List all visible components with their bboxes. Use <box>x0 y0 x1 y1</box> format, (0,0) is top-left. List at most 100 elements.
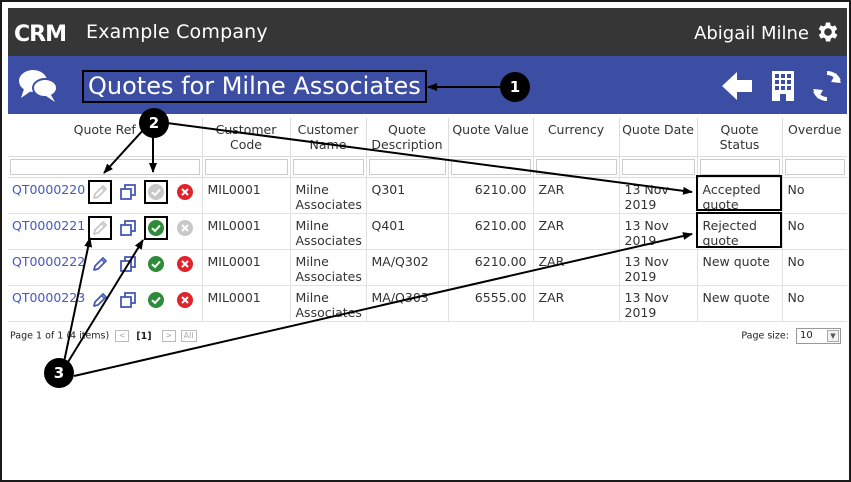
filter-input[interactable] <box>699 158 780 175</box>
gear-icon[interactable] <box>815 19 841 45</box>
filter-input[interactable] <box>204 158 288 175</box>
cell-name: Milne Associates <box>289 285 366 322</box>
top-bar: CRM Example Company Abigail Milne <box>8 8 847 56</box>
column-header[interactable]: Quote Value <box>447 118 533 156</box>
cell-currency: ZAR <box>532 249 619 286</box>
quote-ref-link[interactable]: QT0000220 <box>12 181 86 197</box>
cell-date: 13 Nov 2019 <box>618 285 697 322</box>
quote-ref-cell: QT0000221 <box>8 213 202 250</box>
prev-page-button[interactable]: < <box>115 330 130 342</box>
status-highlight-box <box>696 175 782 211</box>
table-row: QT0000223 MIL0001 Milne Associates MA/Q303 6… <box>8 285 847 322</box>
column-header[interactable]: Customer Name <box>289 118 366 156</box>
reject-x-icon[interactable] <box>173 252 197 276</box>
filter-cell <box>447 155 533 178</box>
cell-code: MIL0001 <box>201 285 290 322</box>
filter-cell <box>696 155 782 178</box>
filter-input[interactable] <box>784 158 845 175</box>
cell-code: MIL0001 <box>201 249 290 286</box>
cell-name: Milne Associates <box>289 249 366 286</box>
page-size: Page size: 10 ▼ <box>741 328 841 344</box>
svg-text:CRM: CRM <box>14 22 66 44</box>
cell-overdue: No <box>781 213 847 250</box>
title-bar: Quotes for Milne Associates <box>8 56 847 114</box>
filter-cell <box>289 155 366 178</box>
pager: Page 1 of 1 (4 items) < [1] > All <box>10 330 197 342</box>
cell-name: Milne Associates <box>289 213 366 250</box>
cell-overdue: No <box>781 249 847 286</box>
next-page-button[interactable]: > <box>161 330 176 342</box>
cell-status: Accepted quote <box>696 177 782 214</box>
column-header[interactable]: Quote Ref <box>73 122 136 137</box>
filter-row <box>8 155 847 178</box>
quote-ref-cell: QT0000222 <box>8 249 202 286</box>
column-header[interactable]: Overdue <box>781 118 847 156</box>
column-header[interactable]: Quote Status <box>696 118 782 156</box>
cell-value: 6210.00 <box>447 249 533 286</box>
approve-check-icon <box>144 179 168 204</box>
all-pages-button[interactable]: All <box>180 330 197 342</box>
copy-icon[interactable] <box>116 252 140 276</box>
column-header[interactable]: Quote Date <box>618 118 697 156</box>
user-name[interactable]: Abigail Milne <box>694 23 809 44</box>
edit-pencil-icon <box>88 179 112 204</box>
filter-input[interactable] <box>535 158 617 175</box>
filter-input[interactable] <box>621 158 695 175</box>
cell-value: 6210.00 <box>447 177 533 214</box>
row-actions <box>88 288 200 314</box>
cell-status: New quote <box>696 249 782 286</box>
edit-pencil-icon <box>88 215 112 240</box>
page-title: Quotes for Milne Associates <box>82 70 427 103</box>
cell-desc: MA/Q302 <box>365 249 448 286</box>
cell-code: MIL0001 <box>201 213 290 250</box>
reject-x-icon <box>173 216 197 240</box>
filter-input[interactable] <box>368 158 446 175</box>
page-size-label: Page size: <box>741 330 789 342</box>
back-arrow-icon[interactable] <box>720 69 754 103</box>
reject-x-icon[interactable] <box>173 180 197 204</box>
quote-ref-cell: QT0000220 <box>8 177 202 214</box>
approve-check-icon[interactable] <box>144 288 168 312</box>
crm-logo: CRM <box>14 22 67 44</box>
building-icon[interactable] <box>766 69 800 103</box>
filter-input[interactable] <box>292 158 364 175</box>
table-header-row: Quote Ref Customer Code Customer Name Qu… <box>8 118 847 156</box>
row-actions <box>88 252 200 278</box>
cell-date: 13 Nov 2019 <box>618 249 697 286</box>
approve-check-icon[interactable] <box>144 215 168 240</box>
copy-icon[interactable] <box>116 180 140 204</box>
quote-ref-link[interactable]: QT0000223 <box>12 289 86 305</box>
filter-input[interactable] <box>450 158 531 175</box>
table-row: QT0000222 MIL0001 Milne Associates MA/Q302 6… <box>8 249 847 286</box>
filter-cell <box>781 155 847 178</box>
reject-x-icon[interactable] <box>173 288 197 312</box>
cell-status: Rejected quote <box>696 213 782 250</box>
callout-badge: 2 <box>139 108 169 138</box>
column-header[interactable]: Quote Description <box>365 118 448 156</box>
copy-icon[interactable] <box>116 288 140 312</box>
cell-name: Milne Associates <box>289 177 366 214</box>
edit-pencil-icon[interactable] <box>88 288 112 312</box>
filter-cell <box>618 155 697 178</box>
chat-bubbles-icon[interactable] <box>18 67 58 103</box>
quote-ref-cell: QT0000223 <box>8 285 202 322</box>
cell-currency: ZAR <box>532 213 619 250</box>
refresh-icon[interactable] <box>810 69 844 103</box>
filter-cell <box>532 155 619 178</box>
quote-ref-link[interactable]: QT0000222 <box>12 253 86 269</box>
cell-currency: ZAR <box>532 177 619 214</box>
column-header[interactable]: Customer Code <box>201 118 290 156</box>
chevron-down-icon[interactable]: ▼ <box>827 330 839 342</box>
approve-check-icon[interactable] <box>144 252 168 276</box>
edit-pencil-icon[interactable] <box>88 252 112 276</box>
filter-input[interactable] <box>10 158 200 175</box>
page-size-select[interactable]: 10 ▼ <box>796 328 841 344</box>
cell-value: 6555.00 <box>447 285 533 322</box>
row-actions <box>88 215 200 242</box>
filter-cell <box>365 155 448 178</box>
cell-date: 13 Nov 2019 <box>618 177 697 214</box>
page-size-value: 10 <box>800 330 813 341</box>
quote-ref-link[interactable]: QT0000221 <box>12 217 86 233</box>
copy-icon[interactable] <box>116 216 140 240</box>
column-header[interactable]: Currency <box>532 118 619 156</box>
